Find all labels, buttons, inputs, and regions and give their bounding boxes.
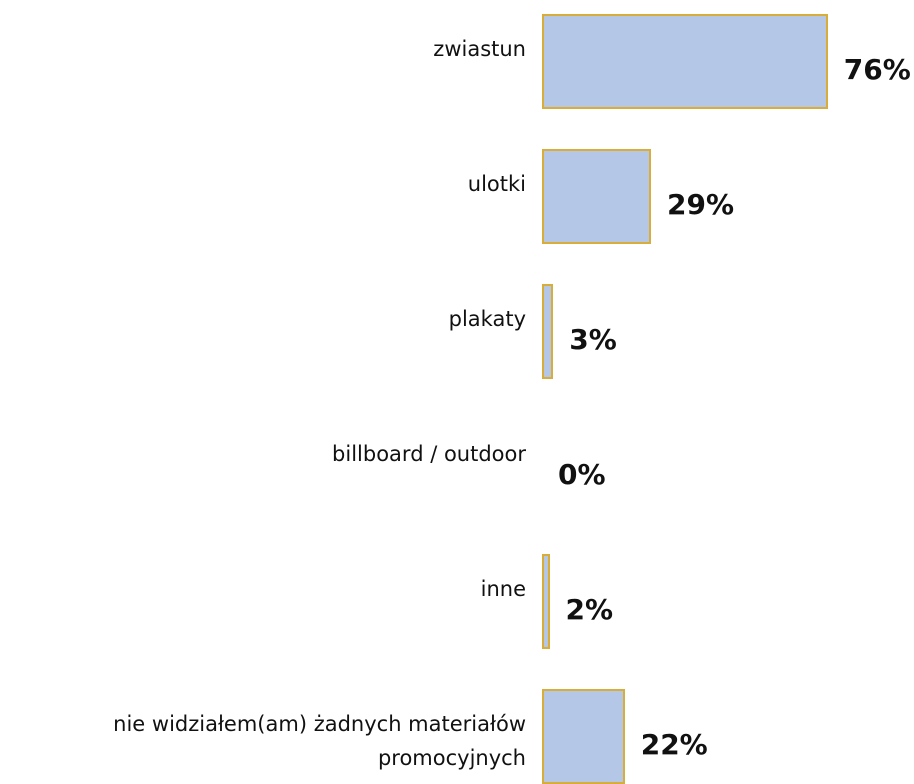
category-label: zwiastun: [433, 37, 526, 61]
value-label: 76%: [843, 52, 911, 86]
value-label: 0%: [558, 457, 606, 491]
value-label: 2%: [565, 592, 614, 626]
category-label: ulotki: [467, 172, 526, 196]
category-label: plakaty: [448, 307, 526, 331]
value-label: 29%: [667, 187, 735, 221]
bar: [542, 284, 554, 379]
bar: [542, 689, 625, 784]
category-label: inne: [480, 577, 526, 601]
bar: [542, 554, 550, 649]
value-label: 22%: [640, 727, 708, 761]
category-label: nie widziałem(am) żadnych materiałów pro…: [113, 712, 526, 770]
category-label: billboard / outdoor: [332, 442, 526, 466]
bar: [542, 14, 828, 109]
value-label: 3%: [569, 322, 617, 356]
bar: [542, 149, 652, 244]
